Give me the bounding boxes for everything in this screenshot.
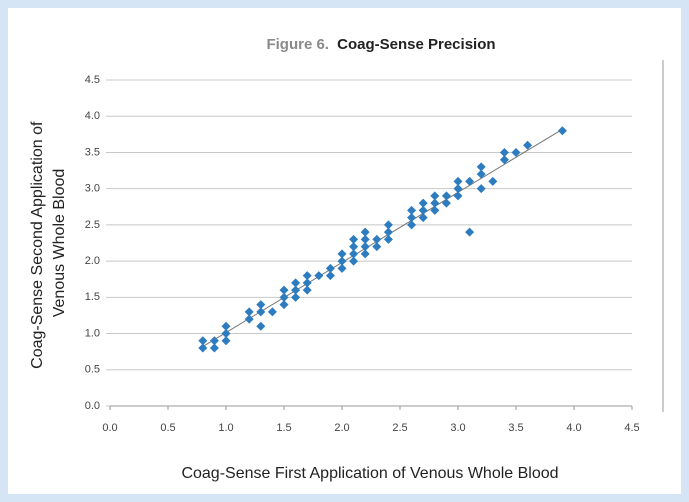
x-tick-label: 4.0 <box>566 422 581 434</box>
data-point <box>349 249 359 259</box>
data-point <box>291 285 301 295</box>
data-point <box>337 263 347 273</box>
data-point <box>383 234 393 244</box>
x-tick-label: 2.0 <box>334 422 349 434</box>
data-point <box>209 343 219 353</box>
data-point <box>476 162 486 172</box>
data-point <box>372 242 382 252</box>
data-point <box>244 314 254 324</box>
x-axis-title: Coag-Sense First Application of Venous W… <box>181 465 558 482</box>
y-tick-label: 3.5 <box>85 146 100 158</box>
data-point <box>349 234 359 244</box>
x-tick-label: 4.5 <box>624 422 639 434</box>
data-point <box>337 256 347 266</box>
x-tick-label: 1.0 <box>218 422 233 434</box>
y-tick-label: 2.5 <box>85 219 100 231</box>
x-tick-label: 3.0 <box>450 422 465 434</box>
title: Coag-Sense Precision <box>337 36 495 53</box>
chart-title: Figure 6. Coag-Sense Precision <box>266 36 495 53</box>
y-tick-label: 1.0 <box>85 327 100 339</box>
data-point <box>418 198 428 208</box>
data-point <box>279 285 289 295</box>
data-point <box>256 300 266 310</box>
x-tick-label: 3.5 <box>508 422 523 434</box>
data-point <box>221 336 231 346</box>
data-point <box>441 198 451 208</box>
data-point <box>291 292 301 302</box>
y-tick-label: 4.5 <box>85 74 100 86</box>
data-point <box>314 271 324 281</box>
data-point <box>279 292 289 302</box>
data-point <box>256 307 266 317</box>
data-point <box>349 256 359 266</box>
y-axis-title: Coag-Sense Second Application of Venous … <box>29 117 68 369</box>
data-point <box>418 213 428 223</box>
y-tick-label: 2.0 <box>85 255 100 267</box>
data-point <box>523 140 533 150</box>
data-point <box>476 184 486 194</box>
data-point <box>488 176 498 186</box>
x-tick-label: 0.5 <box>160 422 175 434</box>
data-point <box>302 285 312 295</box>
y-axis-title-line: Coag-Sense Second Application of <box>29 121 46 369</box>
data-point <box>325 271 335 281</box>
data-point <box>325 263 335 273</box>
data-point <box>256 321 266 331</box>
y-tick-label: 3.0 <box>85 183 100 195</box>
data-point <box>499 155 509 165</box>
figure-label: Figure 6. <box>266 36 329 53</box>
data-point <box>465 176 475 186</box>
data-point <box>383 227 393 237</box>
data-point <box>279 300 289 310</box>
data-point <box>407 205 417 215</box>
data-point <box>418 205 428 215</box>
y-tick-label: 0.5 <box>85 364 100 376</box>
data-point <box>291 278 301 288</box>
data-point <box>430 205 440 215</box>
x-tick-label: 2.5 <box>392 422 407 434</box>
data-point <box>198 336 208 346</box>
y-axis-title-line: Venous Whole Blood <box>51 169 68 318</box>
trendline <box>202 128 563 348</box>
data-point <box>476 169 486 179</box>
data-point <box>557 126 567 136</box>
data-point <box>302 271 312 281</box>
data-point <box>372 234 382 244</box>
data-point <box>430 198 440 208</box>
data-point <box>499 147 509 157</box>
data-point <box>360 234 370 244</box>
data-point <box>465 227 475 237</box>
data-point <box>430 191 440 201</box>
data-point <box>360 227 370 237</box>
data-point <box>221 329 231 339</box>
data-point <box>267 307 277 317</box>
y-tick-label: 4.0 <box>85 110 100 122</box>
y-tick-label: 0.0 <box>85 400 100 412</box>
data-point <box>221 321 231 331</box>
data-point <box>209 336 219 346</box>
y-tick-label: 1.5 <box>85 291 100 303</box>
data-point <box>453 176 463 186</box>
x-tick-label: 1.5 <box>276 422 291 434</box>
data-point <box>453 191 463 201</box>
data-point <box>337 249 347 259</box>
data-point <box>360 249 370 259</box>
data-point <box>349 242 359 252</box>
data-point <box>511 147 521 157</box>
data-point <box>198 343 208 353</box>
data-point <box>407 213 417 223</box>
data-point <box>441 191 451 201</box>
data-point <box>383 220 393 230</box>
panel <box>8 8 681 494</box>
data-point <box>453 184 463 194</box>
data-point <box>302 278 312 288</box>
data-point <box>407 220 417 230</box>
data-point <box>360 242 370 252</box>
x-tick-label: 0.0 <box>102 422 117 434</box>
data-point <box>244 307 254 317</box>
